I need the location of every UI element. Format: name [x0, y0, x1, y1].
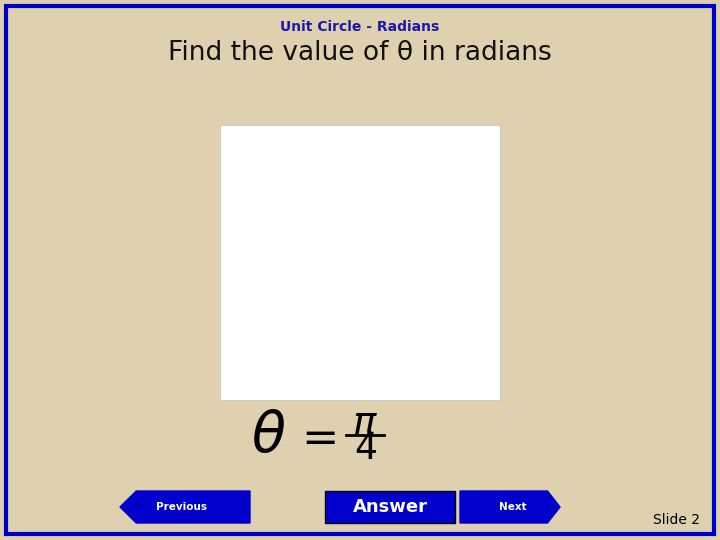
Text: $\theta$: $\theta$ — [251, 410, 285, 464]
Text: x: x — [488, 258, 495, 267]
Text: -1: -1 — [257, 272, 266, 281]
Text: $\pi$: $\pi$ — [352, 404, 378, 442]
Text: Previous: Previous — [156, 502, 207, 512]
Text: Answer: Answer — [353, 498, 428, 516]
Polygon shape — [120, 491, 250, 523]
Text: $4$: $4$ — [354, 432, 377, 466]
Text: Next: Next — [499, 502, 526, 512]
Text: y: y — [363, 125, 369, 135]
Text: $=$: $=$ — [293, 415, 337, 458]
Text: θ: θ — [382, 241, 392, 259]
Text: Find the value of θ in radians: Find the value of θ in radians — [168, 40, 552, 66]
Text: Slide 2: Slide 2 — [653, 513, 700, 527]
Text: -1: -1 — [341, 356, 350, 365]
Polygon shape — [460, 491, 560, 523]
Bar — [220, 125, 500, 400]
Text: Unit Circle - Radians: Unit Circle - Radians — [280, 20, 440, 34]
Bar — [325, 491, 455, 523]
